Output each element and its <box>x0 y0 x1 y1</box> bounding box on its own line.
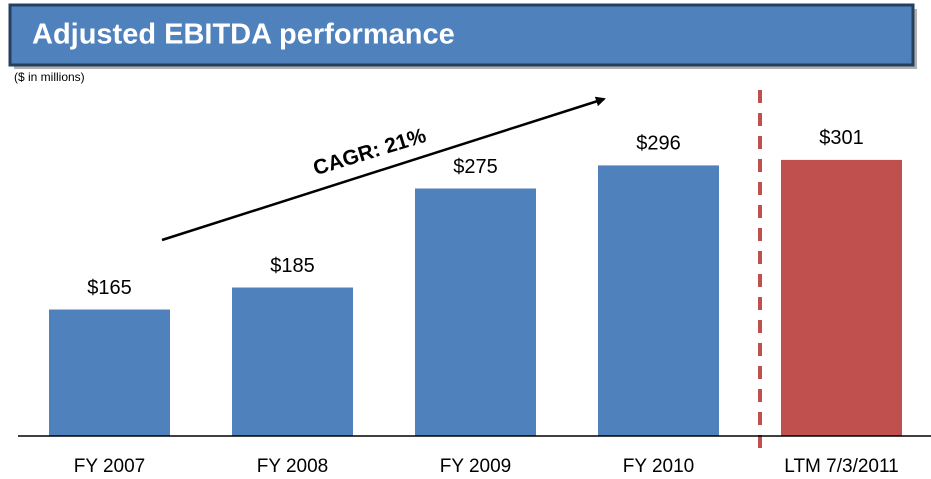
value-label: $165 <box>87 277 132 299</box>
bar <box>232 287 353 436</box>
chart-title: Adjusted EBITDA performance <box>32 19 455 51</box>
bar <box>415 188 536 436</box>
x-tick-label: LTM 7/3/2011 <box>784 456 898 477</box>
bar <box>598 165 719 436</box>
bar <box>781 159 902 436</box>
growth-arrow <box>161 96 606 242</box>
x-tick-label: FY 2009 <box>440 456 511 477</box>
x-tick-label: FY 2008 <box>257 456 328 477</box>
value-label: $296 <box>636 133 681 155</box>
value-label: $301 <box>819 127 864 149</box>
title-banner <box>8 3 915 67</box>
cagr-annotation: CAGR: 21% <box>311 124 430 180</box>
x-tick-label: FY 2007 <box>74 456 145 477</box>
value-label: $275 <box>453 156 498 178</box>
x-tick-label: FY 2010 <box>623 456 694 477</box>
bar <box>49 309 170 436</box>
subtitle: ($ in millions) <box>14 70 85 84</box>
value-label: $185 <box>270 255 315 277</box>
